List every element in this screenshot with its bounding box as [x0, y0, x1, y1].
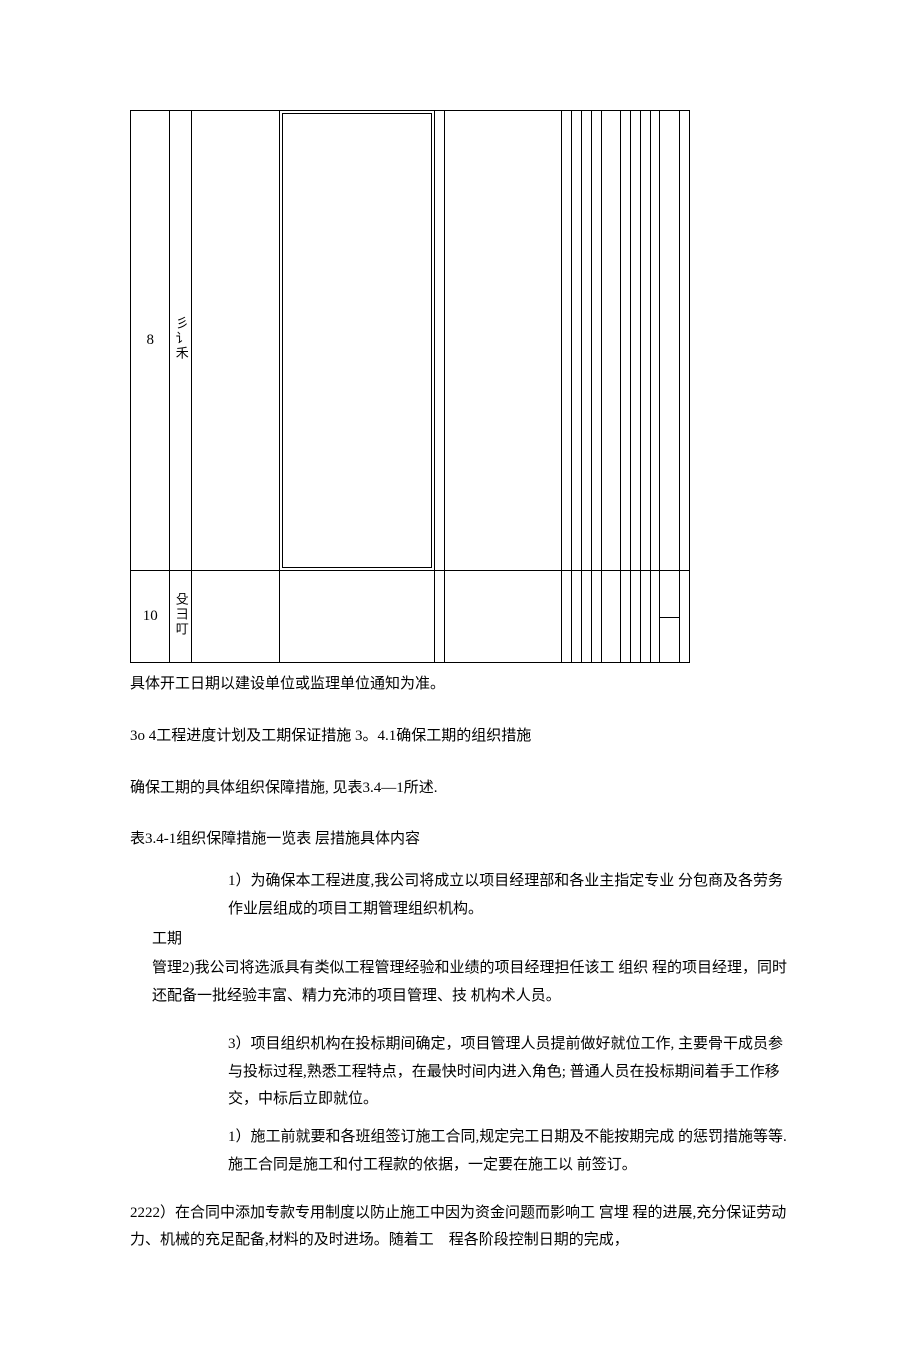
body-paragraph: 3o 4工程进度计划及工期保证措施 3。4.1确保工期的组织措施	[130, 723, 790, 751]
cell	[621, 571, 631, 663]
cell	[444, 571, 561, 663]
cell	[660, 111, 680, 571]
vlabel-text: 殳彐叮	[173, 592, 189, 637]
body-paragraph: 2222）在合同中添加专款专用制度以防止施工中因为资金问题而影响工 宫埋 程的进…	[130, 1200, 790, 1256]
schedule-table-area: 8 彡讠禾 10 殳彐叮	[130, 110, 790, 663]
cell	[562, 571, 572, 663]
row-id-8: 8	[131, 111, 170, 571]
cell	[435, 111, 445, 571]
row-id-10: 10	[131, 571, 170, 663]
cell	[631, 571, 641, 663]
cell	[631, 111, 641, 571]
body-paragraph: 表3.4-1组织保障措施一览表 层措施具体内容	[130, 826, 790, 854]
cell	[650, 111, 660, 571]
cell	[582, 111, 592, 571]
list-item: 1）施工前就要和各班组签订施工合同,规定完工日期及不能按期完成 的惩罚措施等等.…	[130, 1124, 790, 1180]
cell	[601, 571, 621, 663]
item-text: 管理2)我公司将选派具有类似工程管理经验和业绩的项目经理担任该工 组织 程的项目…	[152, 960, 787, 1004]
table-row: 8 彡讠禾	[131, 111, 690, 571]
cell	[435, 571, 445, 663]
label-line: 工期	[130, 926, 790, 954]
cell	[280, 571, 435, 663]
label-text: 工期	[152, 931, 182, 947]
cell	[591, 111, 601, 571]
schedule-table: 8 彡讠禾 10 殳彐叮	[130, 110, 690, 663]
cell	[444, 111, 561, 571]
cell	[192, 571, 280, 663]
item-text: 1）施工前就要和各班组签订施工合同,规定完工日期及不能按期完成 的惩罚措施等等.…	[228, 1129, 787, 1173]
cell-tick	[660, 571, 680, 663]
cell	[582, 571, 592, 663]
cell	[192, 111, 280, 571]
body-paragraph: 确保工期的具体组织保障措施, 见表3.4—1所述.	[130, 775, 790, 803]
body-paragraph: 具体开工日期以建设单位或监理单位通知为准。	[130, 671, 790, 699]
item-text: 3）项目组织机构在投标期间确定，项目管理人员提前做好就位工作, 主要骨干成员参与…	[228, 1036, 783, 1108]
vlabel-text: 彡讠禾	[173, 316, 189, 361]
cell	[572, 111, 582, 571]
list-item: 管理2)我公司将选派具有类似工程管理经验和业绩的项目经理担任该工 组织 程的项目…	[130, 955, 790, 1011]
cell	[680, 571, 690, 663]
tick-mark-icon	[660, 617, 679, 618]
row-10-vlabel-cell: 殳彐叮	[170, 571, 192, 663]
cell	[562, 111, 572, 571]
document-page: 8 彡讠禾 10 殳彐叮	[0, 0, 920, 1355]
list-item: 3）项目组织机构在投标期间确定，项目管理人员提前做好就位工作, 主要骨干成员参与…	[130, 1031, 790, 1114]
gantt-bar-box	[282, 113, 432, 568]
table-row: 10 殳彐叮	[131, 571, 690, 663]
cell	[601, 111, 621, 571]
cell	[650, 571, 660, 663]
cell	[621, 111, 631, 571]
cell-with-innerbox	[280, 111, 435, 571]
cell	[680, 111, 690, 571]
cell	[640, 111, 650, 571]
cell	[572, 571, 582, 663]
list-item: 1）为确保本工程进度,我公司将成立以项目经理部和各业主指定专业 分包商及各劳务作…	[130, 868, 790, 924]
row-8-vlabel-cell: 彡讠禾	[170, 111, 192, 571]
cell	[640, 571, 650, 663]
item-text: 1）为确保本工程进度,我公司将成立以项目经理部和各业主指定专业 分包商及各劳务作…	[228, 873, 783, 917]
cell	[591, 571, 601, 663]
